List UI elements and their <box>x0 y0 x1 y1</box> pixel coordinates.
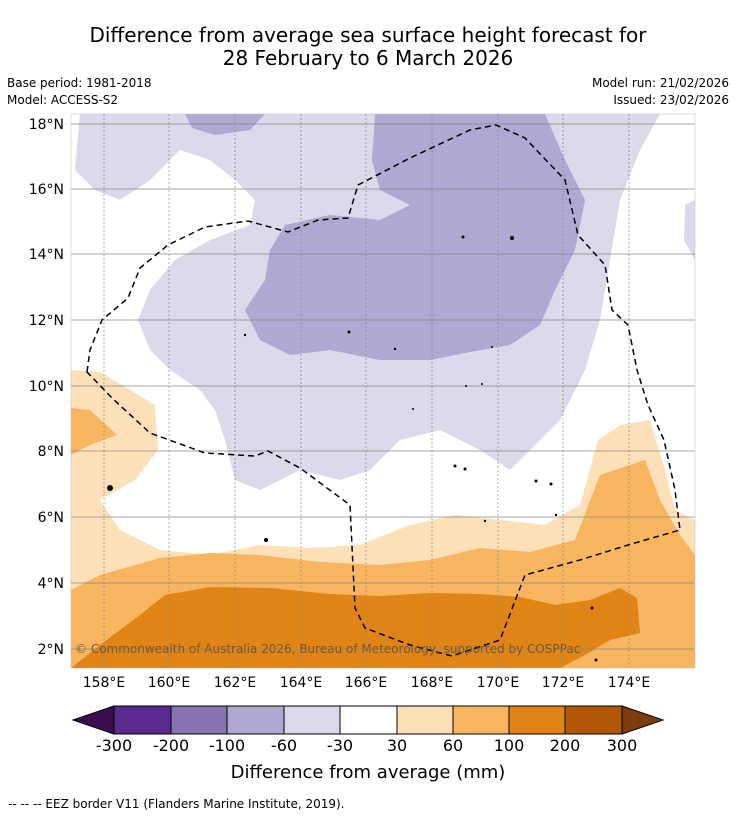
colorbar-extend-max <box>621 705 665 735</box>
colorbar-ticks: -300 -200 -100 -60 -30 30 60 100 200 300 <box>96 736 637 755</box>
colorbar-tick: -200 <box>153 736 189 755</box>
lon-tick-162: 162°E <box>214 675 257 691</box>
colorbar-tick: 100 <box>494 736 525 755</box>
lon-tick-174: 174°E <box>608 675 651 691</box>
island <box>534 479 538 483</box>
lat-tick-6: 6°N <box>38 510 64 526</box>
lat-tick-2: 2°N <box>38 642 64 658</box>
island <box>554 513 558 517</box>
lat-tick-10: 10°N <box>29 379 64 395</box>
colorbar-tick: -30 <box>327 736 353 755</box>
island <box>461 235 465 239</box>
island <box>453 464 457 468</box>
map-frame <box>70 113 696 669</box>
island <box>243 333 247 337</box>
lat-tick-18: 18°N <box>29 117 64 133</box>
colorbar-bin <box>564 705 623 735</box>
eez-border <box>86 124 681 657</box>
island <box>347 330 351 334</box>
model-run: Model run: 21/02/2026 <box>591 76 729 90</box>
lon-tick-170: 170°E <box>477 675 520 691</box>
colorbar-tick: 200 <box>550 736 581 755</box>
colorbar-tick: -60 <box>271 736 297 755</box>
island <box>465 385 467 387</box>
anomaly-field <box>71 114 695 668</box>
colorbar-label: Difference from average (mm) <box>230 762 506 783</box>
lon-tick-158: 158°E <box>83 675 126 691</box>
contour-medium-purple <box>245 114 585 360</box>
lat-tick-14: 14°N <box>29 247 64 263</box>
contour-orange-west <box>71 408 117 455</box>
island <box>491 346 493 348</box>
colorbar-bin <box>396 705 454 735</box>
colorbar-bin <box>113 705 172 735</box>
island <box>481 383 483 385</box>
island <box>510 236 514 240</box>
colorbar-tick: -300 <box>96 736 132 755</box>
island <box>590 606 594 610</box>
map-title-line2: 28 February to 6 March 2026 <box>222 46 514 70</box>
colorbar <box>71 705 665 735</box>
island <box>412 408 414 410</box>
copyright-notice: © Commonwealth of Australia 2026, Bureau… <box>75 642 580 656</box>
base-period: Base period: 1981-2018 <box>7 76 152 90</box>
lat-tick-8: 8°N <box>38 444 64 460</box>
colorbar-extend-min <box>71 705 115 735</box>
lon-tick-168: 168°E <box>411 675 454 691</box>
colorbar-tick: -100 <box>209 736 245 755</box>
lon-tick-164: 164°E <box>280 675 323 691</box>
lat-tick-4: 4°N <box>38 576 64 592</box>
lon-tick-172: 172°E <box>542 675 585 691</box>
contour-medium-purple-north <box>185 114 265 135</box>
island <box>393 347 397 351</box>
island <box>483 519 487 523</box>
colorbar-bin <box>452 705 510 735</box>
island <box>107 485 113 491</box>
model-name: Model: ACCESS-S2 <box>7 93 119 107</box>
lon-tick-160: 160°E <box>148 675 191 691</box>
islands <box>107 235 598 662</box>
graticule <box>71 114 695 668</box>
contour-light-purple-east <box>684 200 695 260</box>
issued-date: Issued: 23/02/2026 <box>613 93 729 107</box>
lon-tick-166: 166°E <box>345 675 388 691</box>
colorbar-bin <box>283 705 341 735</box>
colorbar-tick: 30 <box>387 736 407 755</box>
colorbar-bin <box>170 705 228 735</box>
lon-tick-labels: 158°E 160°E 162°E 164°E 166°E 168°E 170°… <box>83 675 651 691</box>
lat-tick-12: 12°N <box>29 313 64 329</box>
colorbar-tick: 300 <box>607 736 638 755</box>
colorbar-tick: 60 <box>443 736 463 755</box>
island <box>463 467 467 471</box>
map-title-line1: Difference from average sea surface heig… <box>89 23 647 47</box>
colorbar-bin <box>226 705 285 735</box>
island <box>264 538 268 542</box>
lat-tick-labels: 18°N 16°N 14°N 12°N 10°N 8°N 6°N 4°N 2°N <box>29 117 64 658</box>
colorbar-bin <box>508 705 566 735</box>
lat-tick-16: 16°N <box>29 182 64 198</box>
eez-footnote: -- -- -- EEZ border V11 (Flanders Marine… <box>8 797 345 811</box>
island <box>549 482 553 486</box>
island <box>594 658 598 662</box>
colorbar-bin <box>339 705 398 735</box>
